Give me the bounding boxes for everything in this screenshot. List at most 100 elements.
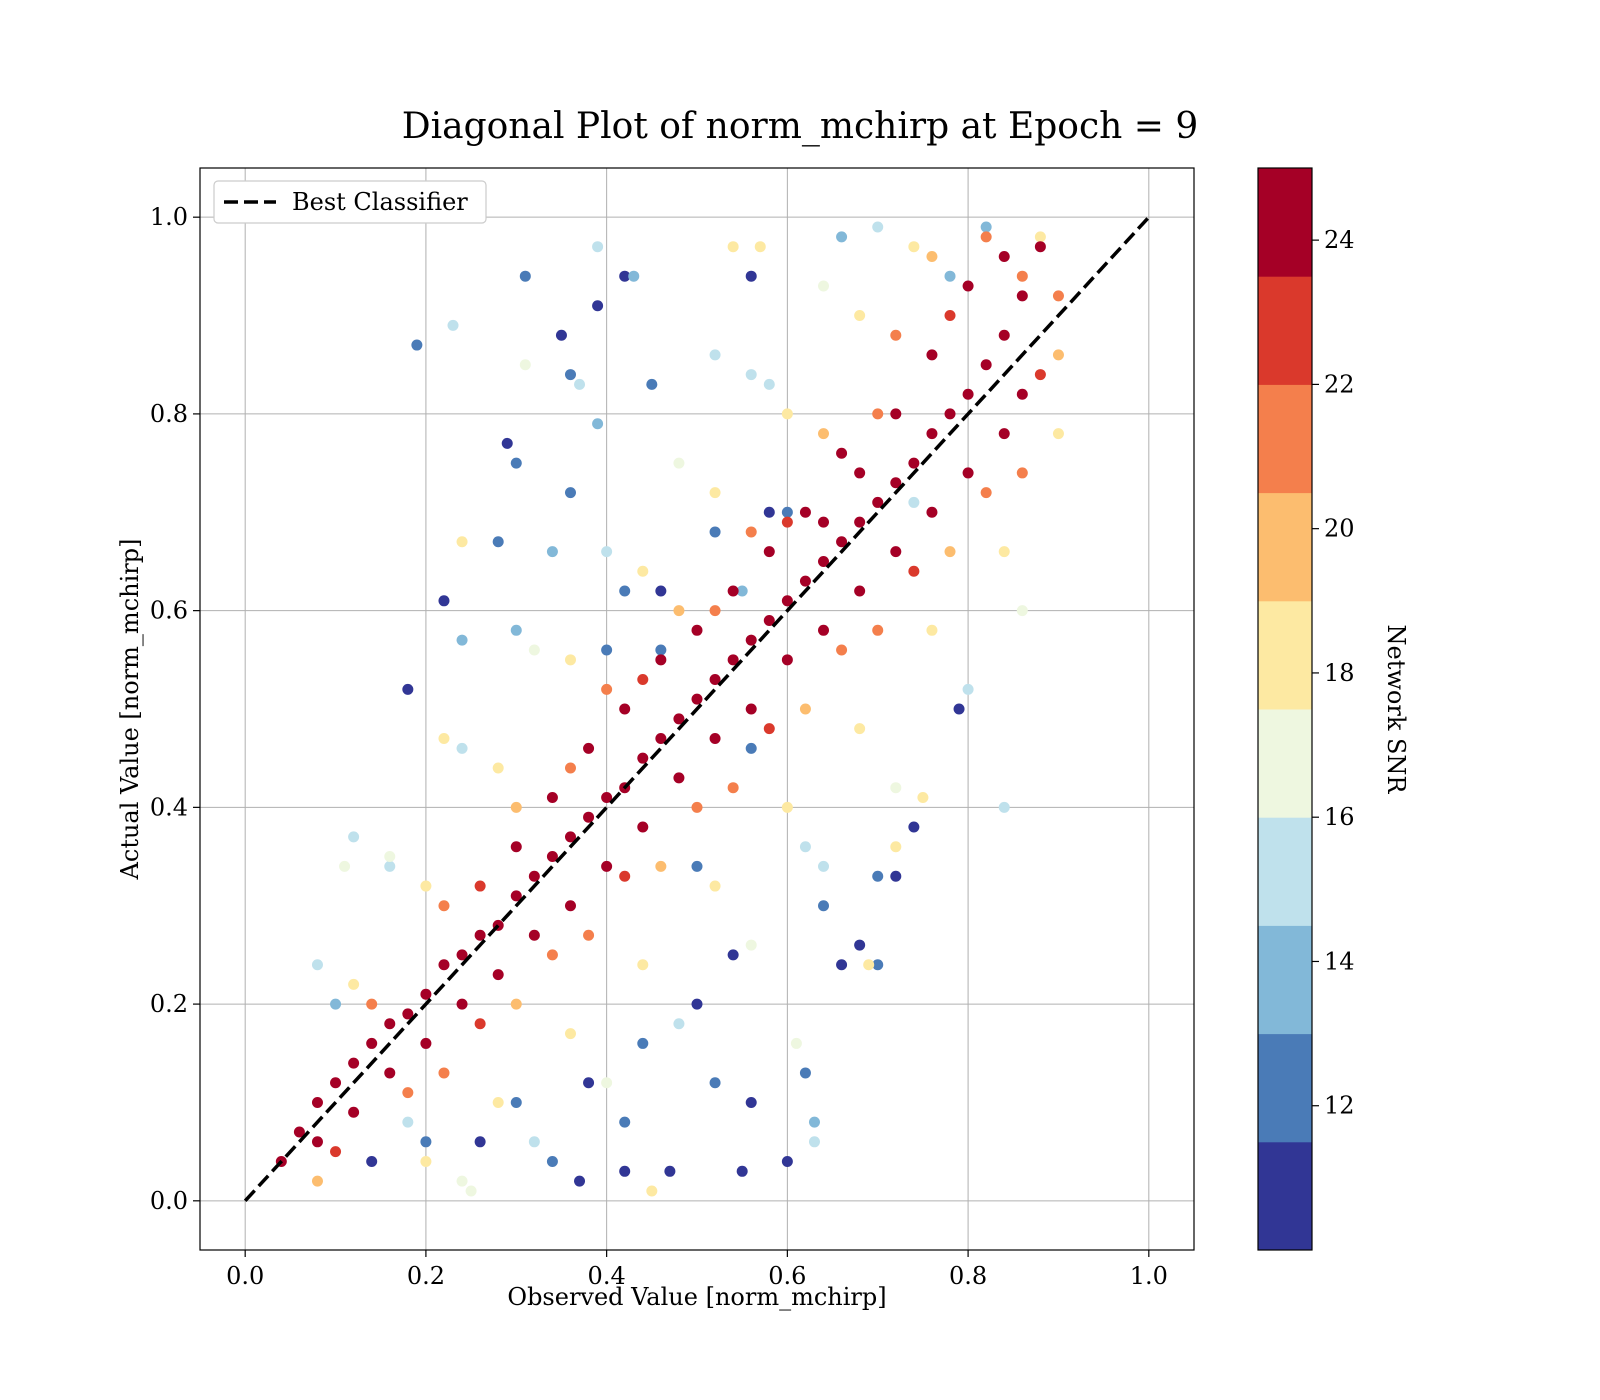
scatter-point — [980, 359, 992, 371]
scatter-point — [456, 536, 468, 548]
scatter-point — [872, 496, 884, 508]
scatter-point — [456, 634, 468, 646]
scatter-point — [366, 998, 378, 1010]
scatter-point — [311, 1096, 323, 1108]
scatter-point — [492, 536, 504, 548]
scatter-point — [1016, 270, 1028, 282]
scatter-point — [447, 319, 459, 331]
scatter-point — [293, 1126, 305, 1138]
scatter-point — [908, 565, 920, 577]
scatter-point — [492, 969, 504, 981]
scatter-point — [727, 949, 739, 961]
scatter-point — [836, 959, 848, 971]
scatter-point — [745, 526, 757, 538]
x-tick-label: 0.2 — [407, 1262, 445, 1290]
scatter-point — [818, 428, 830, 440]
plot-area — [199, 167, 1195, 1251]
scatter-point — [311, 1136, 323, 1148]
scatter-point — [1034, 241, 1046, 253]
scatter-point — [474, 929, 486, 941]
scatter-point — [962, 388, 974, 400]
x-tick-label: 0.6 — [768, 1262, 806, 1290]
scatter-point — [1016, 467, 1028, 479]
scatter-point — [492, 1096, 504, 1108]
colorbar-ticks: 12 14 16 18 20 22 24 — [1312, 226, 1355, 1120]
scatter-point — [528, 929, 540, 941]
scatter-point — [808, 1136, 820, 1148]
scatter-point — [1052, 290, 1064, 302]
scatter-point — [781, 408, 793, 420]
colorbar-tick-label: 22 — [1324, 370, 1355, 398]
scatter-points — [275, 221, 1064, 1197]
scatter-point — [709, 733, 721, 745]
colorbar-bin-2 — [1258, 925, 1312, 1035]
y-tick-label: 1.0 — [150, 203, 188, 231]
scatter-point — [510, 890, 522, 902]
scatter-point — [953, 703, 965, 715]
scatter-point — [799, 1067, 811, 1079]
scatter-point — [854, 723, 866, 735]
scatter-point — [420, 880, 432, 892]
scatter-point — [465, 1185, 477, 1197]
scatter-point — [628, 270, 640, 282]
scatter-point — [763, 614, 775, 626]
scatter-point — [637, 821, 649, 833]
x-tick-label: 1.0 — [1130, 1262, 1168, 1290]
scatter-point — [745, 270, 757, 282]
y-tick-label: 0.6 — [150, 597, 188, 625]
scatter-point — [637, 752, 649, 764]
scatter-point — [474, 1136, 486, 1148]
scatter-point — [781, 1155, 793, 1167]
scatter-point — [510, 841, 522, 853]
scatter-point — [546, 949, 558, 961]
scatter-point — [411, 339, 423, 351]
scatter-point — [311, 959, 323, 971]
x-axis-ticks: 0.0 0.2 0.4 0.6 0.8 1.0 — [226, 1250, 1168, 1290]
scatter-point — [799, 703, 811, 715]
legend-box — [213, 180, 487, 224]
scatter-point — [980, 487, 992, 499]
colorbar-tick-label: 14 — [1324, 947, 1355, 975]
scatter-point — [998, 329, 1010, 341]
scatter-point — [818, 280, 830, 292]
scatter-point — [592, 241, 604, 253]
scatter-point — [890, 546, 902, 558]
scatter-point — [655, 860, 667, 872]
scatter-point — [664, 1165, 676, 1177]
y-axis-label: Actual Value [norm_mchirp] — [116, 539, 144, 881]
scatter-point — [854, 310, 866, 322]
scatter-point — [745, 369, 757, 381]
scatter-point — [564, 831, 576, 843]
scatter-point — [1052, 428, 1064, 440]
scatter-point — [944, 546, 956, 558]
scatter-point — [637, 565, 649, 577]
scatter-point — [745, 742, 757, 754]
scatter-point — [962, 280, 974, 292]
scatter-point — [836, 447, 848, 459]
scatter-point — [890, 408, 902, 420]
scatter-point — [673, 772, 685, 784]
colorbar-bin-5 — [1258, 600, 1312, 710]
scatter-point — [763, 506, 775, 518]
scatter-point — [420, 1155, 432, 1167]
scatter-point — [420, 1037, 432, 1049]
scatter-point — [592, 300, 604, 312]
scatter-point — [456, 949, 468, 961]
scatter-point — [745, 634, 757, 646]
scatter-point — [564, 1028, 576, 1040]
scatter-point — [601, 683, 613, 695]
scatter-point — [339, 860, 351, 872]
scatter-point — [818, 900, 830, 912]
scatter-point — [754, 241, 766, 253]
scatter-point — [709, 487, 721, 499]
scatter-point — [456, 1175, 468, 1187]
scatter-point — [384, 860, 396, 872]
scatter-point — [691, 693, 703, 705]
scatter-point — [709, 673, 721, 685]
scatter-point — [872, 624, 884, 636]
x-tick-label: 0.8 — [949, 1262, 987, 1290]
scatter-point — [745, 703, 757, 715]
scatter-point — [330, 1146, 342, 1158]
scatter-point — [1034, 231, 1046, 243]
scatter-point — [655, 654, 667, 666]
